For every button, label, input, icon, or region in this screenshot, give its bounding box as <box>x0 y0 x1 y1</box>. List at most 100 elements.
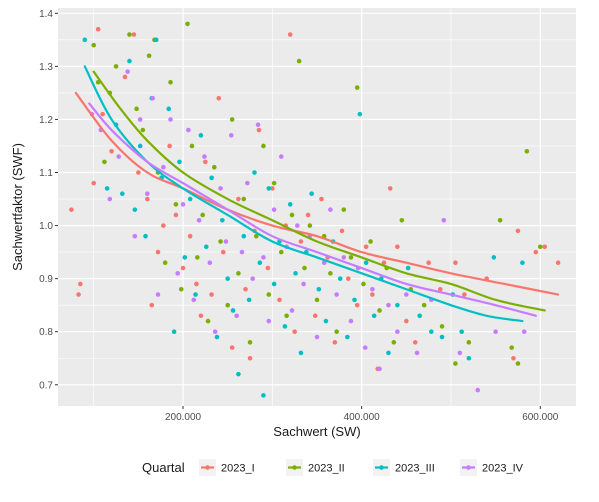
data-point <box>395 244 400 250</box>
data-point <box>323 318 329 324</box>
legend: Quartal 2023_I 2023_II 2023_III 2023_IV <box>142 459 524 476</box>
data-point <box>257 260 263 266</box>
data-point <box>245 180 250 186</box>
data-point <box>391 340 397 345</box>
data-point <box>253 233 259 239</box>
data-point <box>417 313 423 319</box>
data-point <box>289 308 295 313</box>
data-point <box>387 186 393 191</box>
data-point <box>282 324 288 329</box>
data-point <box>177 159 182 165</box>
y-tick-label: 0.9 <box>39 274 53 285</box>
data-point <box>386 302 391 308</box>
data-point <box>328 271 333 276</box>
data-point <box>211 164 217 170</box>
data-point <box>229 117 235 122</box>
data-point <box>171 329 177 335</box>
data-point <box>341 255 347 260</box>
y-tick-label: 1.1 <box>39 168 53 179</box>
data-point <box>466 355 472 361</box>
data-point <box>116 154 122 159</box>
data-point <box>361 281 366 287</box>
data-point <box>266 292 272 297</box>
data-point <box>185 21 190 27</box>
data-point <box>339 228 345 234</box>
data-point <box>426 260 431 266</box>
y-tick-label: 1.2 <box>39 115 53 126</box>
data-point <box>209 292 214 297</box>
data-point <box>198 133 204 138</box>
data-point <box>252 170 257 175</box>
data-point <box>137 143 143 149</box>
data-point <box>155 249 161 255</box>
plot-panel <box>58 8 576 406</box>
legend-key-point <box>205 465 210 470</box>
data-point <box>321 260 327 266</box>
data-point <box>334 292 339 297</box>
data-point <box>82 37 88 43</box>
legend-label: 2023_IV <box>482 463 524 475</box>
x-tick-label: 600.000 <box>522 412 559 423</box>
y-axis-title: Sachwertfaktor (SWF) <box>10 143 25 271</box>
data-point <box>298 350 304 356</box>
data-point <box>363 244 369 250</box>
data-point <box>239 249 245 255</box>
data-point <box>120 191 125 197</box>
data-point <box>537 244 543 250</box>
data-point <box>153 37 159 43</box>
data-point <box>131 32 137 37</box>
data-point <box>241 196 247 202</box>
data-point <box>328 207 333 212</box>
data-point <box>145 196 150 202</box>
data-point <box>175 271 180 276</box>
data-point <box>271 207 277 212</box>
data-point <box>168 79 173 85</box>
data-point <box>341 207 347 212</box>
data-point <box>381 260 387 266</box>
data-point <box>287 32 293 37</box>
data-point <box>247 355 253 361</box>
data-point <box>475 387 481 393</box>
data-point <box>140 127 146 133</box>
data-point <box>412 340 418 345</box>
data-point <box>189 143 195 149</box>
data-point <box>76 292 81 297</box>
data-point <box>180 265 186 271</box>
data-point <box>137 117 143 122</box>
data-point <box>316 286 322 292</box>
grid-major <box>58 8 576 406</box>
data-point <box>307 223 313 228</box>
data-point <box>293 271 298 276</box>
x-axis-title: Sachwert (SW) <box>273 424 360 439</box>
data-point <box>453 361 458 366</box>
data-point <box>228 133 234 138</box>
data-point <box>429 329 434 335</box>
data-point <box>229 345 235 350</box>
data-point <box>414 350 420 356</box>
data-point <box>234 313 239 319</box>
data-point <box>363 260 369 266</box>
data-point <box>212 329 218 335</box>
data-point <box>102 159 107 165</box>
trend-line <box>88 102 537 317</box>
x-tick-label: 400.000 <box>344 412 381 423</box>
data-point <box>457 350 463 356</box>
data-point <box>161 223 166 228</box>
data-point <box>193 292 198 297</box>
data-point <box>295 223 300 228</box>
data-point <box>509 345 514 350</box>
data-point <box>113 64 119 69</box>
y-tick-label: 0.7 <box>39 380 53 391</box>
data-point <box>439 324 445 329</box>
data-point <box>520 260 525 266</box>
data-point <box>312 313 318 319</box>
y-tick-label: 0.8 <box>39 327 53 338</box>
data-point <box>309 191 314 197</box>
data-point <box>216 95 222 101</box>
data-point <box>218 186 223 191</box>
data-point <box>404 292 409 297</box>
data-point <box>261 143 266 149</box>
data-point <box>78 281 83 287</box>
data-point <box>91 42 97 48</box>
